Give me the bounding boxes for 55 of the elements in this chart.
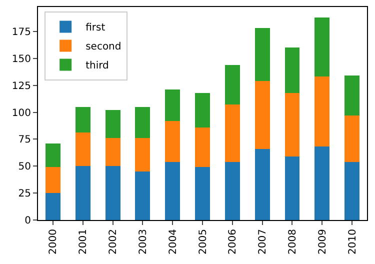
y-tick-label: 0 [24, 216, 31, 226]
bar [224, 64, 240, 105]
y-tick-label: 100 [12, 108, 31, 119]
x-tick-label: 2007 [258, 229, 269, 254]
bar [195, 92, 210, 128]
x-tick-label: 2004 [168, 229, 179, 254]
y-tick-label: 150 [12, 54, 31, 65]
bar [105, 138, 120, 166]
bar [105, 166, 120, 220]
y-tick-label: 25 [18, 188, 31, 200]
bar [135, 172, 150, 220]
bar [314, 76, 330, 147]
bar [344, 76, 360, 116]
x-tick-label: 2005 [198, 229, 209, 254]
bar [224, 104, 240, 162]
bar [254, 148, 270, 220]
y-tick-label: 175 [12, 26, 31, 38]
bar [75, 106, 90, 133]
x-tick-label: 2008 [287, 229, 298, 254]
bar [45, 167, 60, 194]
bar [135, 138, 150, 172]
y-tick-label: 125 [12, 80, 31, 92]
bar [75, 132, 90, 166]
x-tick-label: 2001 [78, 229, 90, 254]
legend-label: first [86, 22, 106, 34]
bar [45, 144, 60, 168]
bar [314, 146, 330, 220]
bar [165, 162, 180, 220]
x-tick-label: 2006 [228, 229, 239, 254]
y-tick-label: 75 [18, 134, 31, 146]
bar [254, 28, 270, 82]
bar [45, 193, 60, 220]
legend-label: third [86, 60, 109, 72]
bar [105, 110, 120, 138]
bar [284, 48, 300, 93]
bar [254, 81, 270, 149]
bar [75, 166, 90, 220]
bar [224, 162, 240, 220]
x-tick-label: 2003 [138, 229, 149, 254]
x-tick-label: 2009 [317, 229, 328, 254]
bar [344, 162, 360, 220]
bar [195, 167, 210, 220]
bar [284, 156, 300, 220]
bar [195, 127, 210, 168]
bar [135, 106, 150, 138]
legend-label: second [86, 42, 122, 53]
bar [165, 90, 180, 121]
x-tick-label: 2000 [48, 229, 60, 254]
bar [344, 115, 360, 162]
bar [284, 92, 300, 156]
bar [165, 120, 180, 162]
bar [314, 17, 330, 77]
x-tick-label: 2010 [347, 229, 358, 254]
y-tick-label: 50 [18, 162, 31, 173]
x-tick-label: 2002 [108, 229, 120, 254]
